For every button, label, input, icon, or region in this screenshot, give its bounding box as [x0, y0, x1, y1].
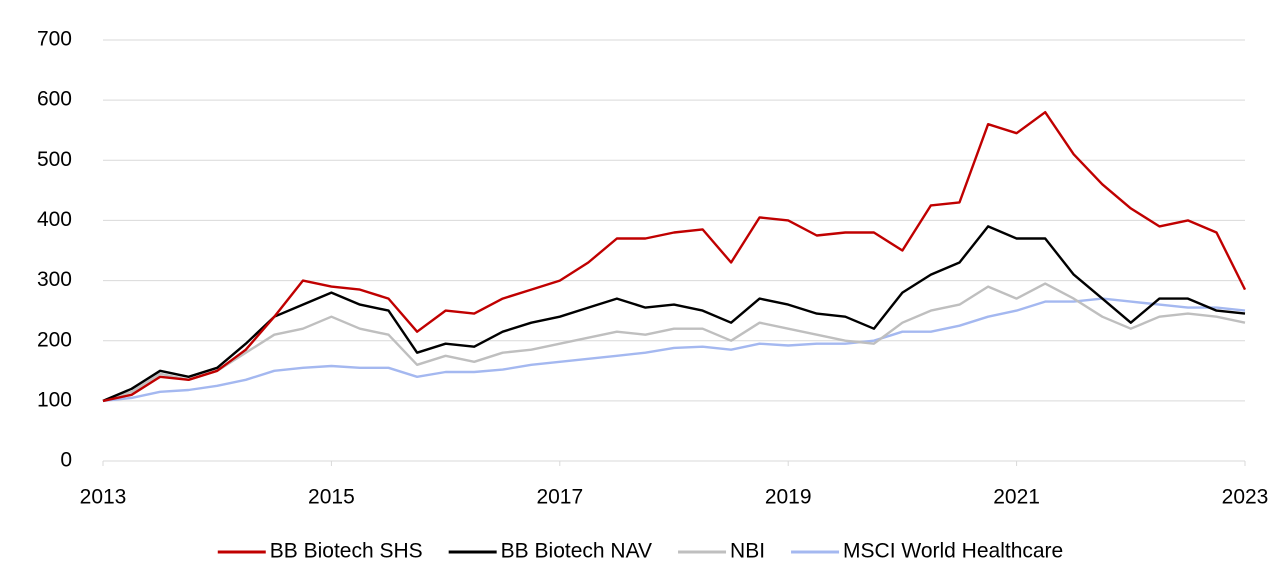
y-tick-label: 400	[37, 208, 72, 231]
y-tick-label: 700	[37, 28, 72, 51]
y-tick-label: 500	[37, 148, 72, 171]
series-line	[102, 225, 1246, 403]
x-tick-label: 2019	[765, 486, 812, 509]
y-tick-label: 300	[37, 268, 72, 291]
series-line	[102, 111, 1247, 403]
legend: BB Biotech SHS BB Biotech NAV NBI MSCI Worl…	[217, 540, 1063, 563]
series-line	[102, 282, 1246, 403]
series-line	[102, 297, 1246, 403]
y-tick-label: 600	[37, 88, 72, 111]
legend-label: NBI	[730, 540, 765, 563]
y-tick-label: 0	[60, 449, 72, 472]
y-tick-label: 100	[37, 388, 72, 411]
y-tick-label: 200	[37, 328, 72, 351]
legend-label: BB Biotech NAV	[501, 540, 652, 563]
legend-label: MSCI World Healthcare	[843, 540, 1063, 563]
x-tick-label: 2013	[80, 486, 127, 509]
x-tick-label: 2017	[536, 486, 583, 509]
legend-label: BB Biotech SHS	[270, 540, 423, 563]
x-tick-label: 2015	[308, 486, 355, 509]
x-tick-label: 2023	[1222, 486, 1269, 509]
x-tick-label: 2021	[993, 486, 1040, 509]
